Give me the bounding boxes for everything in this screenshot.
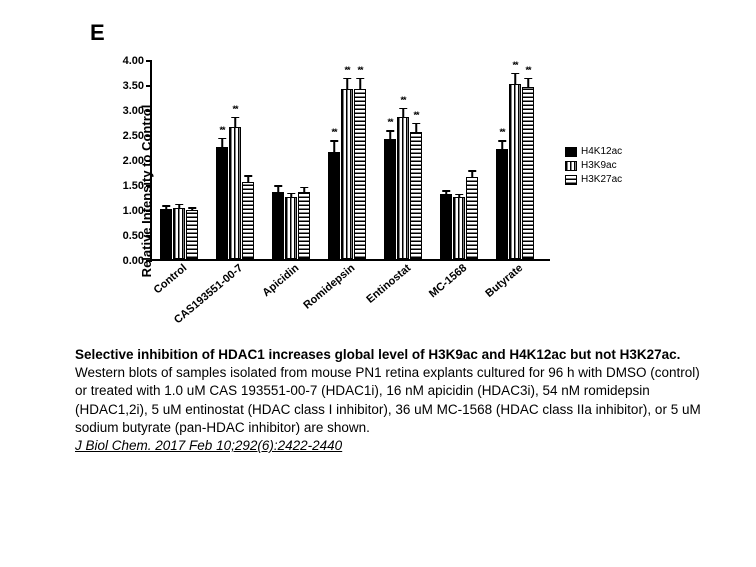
error-bar [527, 78, 529, 88]
error-bar [346, 78, 348, 91]
bar: ** [496, 149, 508, 259]
y-tick-label: 2.00 [123, 155, 152, 167]
legend-label: H3K27ac [581, 174, 622, 185]
x-tick-label: Apicidin [258, 259, 302, 299]
legend-label: H4K12ac [581, 146, 622, 157]
bar-group: ******Romidepsin [328, 89, 366, 259]
error-bar [290, 193, 292, 198]
bar [440, 194, 452, 259]
bar [298, 192, 310, 260]
bar: ** [509, 84, 521, 259]
bar [285, 197, 297, 260]
x-tick-label: MC-1568 [424, 259, 469, 300]
bar-group: Apicidin [272, 192, 310, 260]
bar-group: ******Butyrate [496, 84, 534, 259]
bar: ** [354, 89, 366, 259]
error-bar [389, 130, 391, 140]
error-bar [303, 187, 305, 193]
error-bar [178, 204, 180, 209]
y-tick-label: 3.00 [123, 105, 152, 117]
significance-marker: ** [344, 65, 349, 75]
y-tick-label: 0.00 [123, 255, 152, 267]
x-tick-label: Control [149, 259, 189, 296]
error-bar [458, 194, 460, 198]
error-bar [165, 205, 167, 210]
error-bar [191, 207, 193, 211]
significance-marker: ** [413, 110, 418, 120]
significance-marker: ** [357, 65, 362, 75]
bar: ** [229, 127, 241, 260]
bar [466, 177, 478, 260]
bar-group: Control [160, 208, 198, 260]
figure-caption: Selective inhibition of HDAC1 increases … [75, 346, 715, 455]
legend: H4K12ac H3K9ac H3K27ac [565, 146, 622, 188]
legend-swatch [565, 147, 577, 157]
error-bar [514, 73, 516, 86]
bar: ** [328, 152, 340, 260]
bar-group: MC-1568 [440, 177, 478, 260]
error-bar [234, 117, 236, 128]
error-bar [402, 108, 404, 118]
y-tick-label: 0.50 [123, 230, 152, 242]
error-bar [471, 170, 473, 178]
error-bar [501, 140, 503, 150]
caption-title: Selective inhibition of HDAC1 increases … [75, 347, 680, 362]
error-bar [277, 185, 279, 193]
error-bar [359, 78, 361, 91]
x-tick-label: Entinostat [362, 259, 413, 306]
significance-marker: ** [387, 117, 392, 127]
bar: ** [216, 147, 228, 260]
bar-group: ******Entinostat [384, 117, 422, 260]
y-tick-label: 4.00 [123, 55, 152, 67]
bar-chart: Relative Intensity to Control 0.000.501.… [120, 51, 680, 331]
significance-marker: ** [331, 127, 336, 137]
bar: ** [522, 87, 534, 260]
legend-label: H3K9ac [581, 160, 617, 171]
bar: ** [397, 117, 409, 260]
caption-body: Western blots of samples isolated from m… [75, 365, 701, 435]
bar: ** [410, 132, 422, 260]
x-tick-label: Romidepsin [299, 259, 358, 312]
bar: ** [341, 89, 353, 259]
caption-citation: J Biol Chem. 2017 Feb 10;292(6):2422-244… [75, 438, 342, 453]
error-bar [333, 140, 335, 153]
significance-marker: ** [499, 127, 504, 137]
bar-group: ****CAS193551-00-7 [216, 127, 254, 260]
error-bar [221, 138, 223, 148]
significance-marker: ** [232, 104, 237, 114]
y-tick-label: 1.00 [123, 205, 152, 217]
bar [186, 210, 198, 259]
significance-marker: ** [512, 60, 517, 70]
panel-label: E [90, 20, 736, 46]
legend-item: H3K9ac [565, 160, 622, 171]
y-tick-label: 1.50 [123, 180, 152, 192]
legend-swatch [565, 175, 577, 185]
error-bar [415, 123, 417, 133]
legend-item: H3K27ac [565, 174, 622, 185]
y-tick-label: 3.50 [123, 80, 152, 92]
bar [242, 182, 254, 260]
significance-marker: ** [219, 125, 224, 135]
significance-marker: ** [400, 95, 405, 105]
bar [272, 192, 284, 260]
plot-area: 0.000.501.001.502.002.503.003.504.00Cont… [150, 61, 550, 261]
error-bar [445, 190, 447, 195]
legend-item: H4K12ac [565, 146, 622, 157]
legend-swatch [565, 161, 577, 171]
x-tick-label: Butyrate [481, 259, 525, 300]
bar [173, 208, 185, 260]
bar: ** [384, 139, 396, 259]
y-tick-label: 2.50 [123, 130, 152, 142]
bar [160, 209, 172, 259]
significance-marker: ** [525, 65, 530, 75]
bar [453, 197, 465, 260]
error-bar [247, 175, 249, 183]
